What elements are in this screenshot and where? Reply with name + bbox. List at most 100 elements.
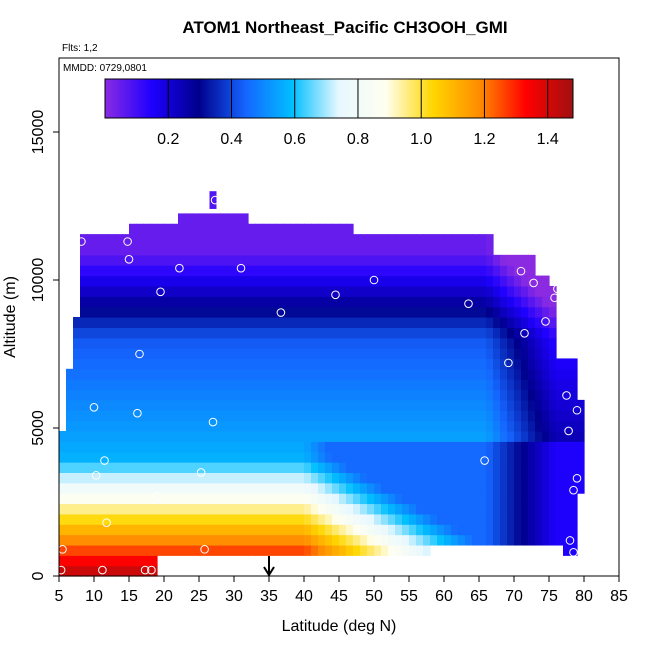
heatmap-cell [150,379,158,391]
heatmap-cell [479,327,487,339]
heatmap-cell [472,358,480,370]
heatmap-cell [171,503,179,515]
heatmap-cell [283,379,291,391]
heatmap-cell [416,368,424,380]
heatmap-cell [381,441,389,453]
heatmap-cell [570,544,578,556]
heatmap-cell [283,544,291,556]
heatmap-cell [332,368,340,380]
heatmap-cell [199,296,207,308]
heatmap-cell [220,368,228,380]
heatmap-cell [185,493,193,505]
heatmap-cell [80,462,88,473]
heatmap-cell [507,524,515,536]
heatmap-cell [472,285,480,297]
heatmap-cell [129,555,137,567]
heatmap-cell [122,368,130,380]
heatmap-cell [451,327,459,339]
heatmap-cell [290,493,298,505]
heatmap-cell [535,275,543,287]
heatmap-cell [374,254,382,266]
heatmap-cell [80,513,88,525]
heatmap-cell [122,389,130,401]
heatmap-cell [374,420,382,432]
heatmap-cell [521,317,529,328]
heatmap-cell [458,254,466,266]
heatmap-cell [402,317,410,328]
x-tick-label: 20 [155,588,173,605]
heatmap-cell [402,534,410,546]
heatmap-cell [549,524,557,536]
heatmap-cell [339,524,347,536]
heatmap-cell [346,306,354,318]
heatmap-cell [416,441,424,453]
heatmap-cell [157,503,165,515]
heatmap-cell [59,451,67,463]
heatmap-cell [248,503,256,515]
heatmap-cell [395,493,403,505]
heatmap-cell [493,285,501,297]
heatmap-cell [381,472,389,484]
heatmap-cell [493,410,501,422]
heatmap-cell [276,306,284,318]
heatmap-cell [108,337,116,349]
heatmap-cell [262,234,270,246]
heatmap-cell [192,254,200,266]
heatmap-cell [220,451,228,463]
observation-point [156,287,165,297]
heatmap-cell [311,348,319,360]
heatmap-cell [563,472,571,484]
heatmap-cell [535,472,543,484]
heatmap-cell [73,399,81,411]
heatmap-cell [332,223,340,235]
heatmap-cell [423,503,431,515]
heatmap-cell [241,337,249,349]
observation-point [200,545,209,554]
heatmap-cell [367,420,375,432]
heatmap-cell [535,337,543,349]
heatmap-cell [220,265,228,277]
heatmap-cell [479,524,487,536]
heatmap-cell [213,223,221,235]
heatmap-cell [241,399,249,411]
heatmap-cell [262,420,270,432]
observation-point [550,293,559,303]
heatmap-cell [458,234,466,246]
heatmap-cell [542,503,550,515]
heatmap-cell [262,513,270,525]
heatmap-cell [304,534,312,546]
heatmap-cell [325,265,333,277]
heatmap-cell [339,265,347,277]
heatmap-cell [437,513,445,525]
heatmap-cell [416,513,424,525]
heatmap-cell [514,462,522,473]
heatmap-cell [339,317,347,328]
heatmap-cell [311,337,319,349]
heatmap-cell [262,451,270,463]
heatmap-cell [304,275,312,287]
heatmap-cell [136,275,144,287]
heatmap-cell [458,430,466,442]
heatmap-cell [451,337,459,349]
y-tick-label: 10000 [30,258,47,303]
heatmap-cell [493,265,501,277]
heatmap-cell [374,389,382,401]
heatmap-cell [171,223,179,235]
heatmap-cell [416,358,424,370]
heatmap-cell [115,410,123,422]
heatmap-cell [220,420,228,432]
heatmap-cell [122,327,130,339]
heatmap-cell [290,544,298,556]
heatmap-cell [325,317,333,328]
heatmap-cell [514,430,522,442]
heatmap-cell [129,223,137,235]
heatmap-cell [472,451,480,463]
heatmap-cell [122,565,130,577]
heatmap-cell [367,544,375,556]
heatmap-cell [87,265,95,277]
heatmap-cell [178,244,186,256]
heatmap-cell [262,430,270,442]
heatmap-cell [262,441,270,453]
heatmap-cell [430,441,438,453]
heatmap-cell [304,430,312,442]
